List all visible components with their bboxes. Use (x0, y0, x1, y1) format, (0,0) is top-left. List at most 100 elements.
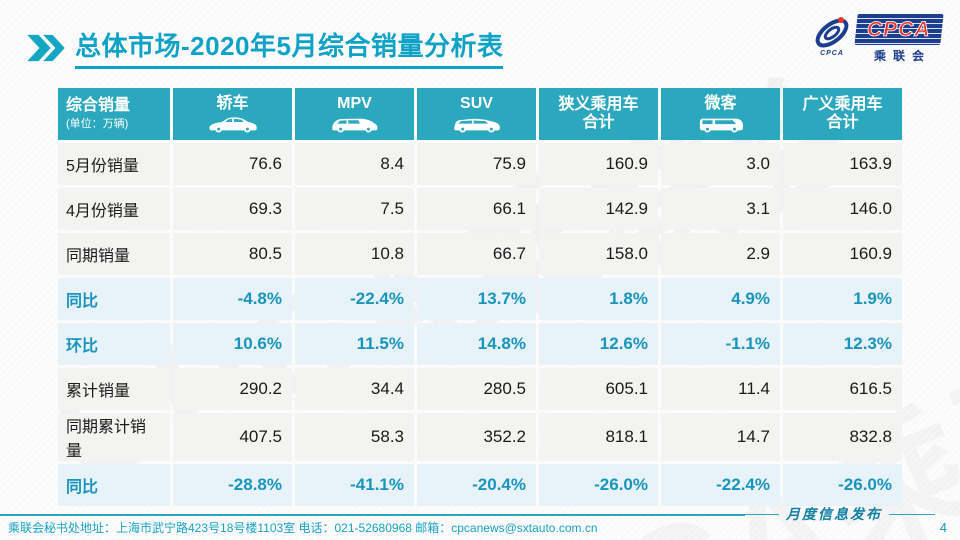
row-label: 累计销量 (58, 368, 170, 410)
table-row: 同比 -28.8% -41.1% -20.4% -26.0% -22.4% -2… (58, 464, 902, 506)
table-cell: 163.9 (783, 143, 902, 185)
table-cell: 160.9 (783, 233, 902, 275)
table-cell: 3.0 (661, 143, 780, 185)
logo-abbr: CPCA (867, 17, 931, 41)
row-label: 同比 (58, 278, 170, 320)
table-cell: 1.8% (539, 278, 658, 320)
column-sublabel: 合计 (826, 114, 859, 131)
table-cell: 14.7 (661, 413, 780, 461)
table-cell: 352.2 (417, 413, 536, 461)
corner-header: 综合销量 (单位：万辆) (58, 88, 170, 140)
table-cell: -20.4% (417, 464, 536, 506)
column-header-microvan: 微客 (661, 88, 780, 140)
row-label: 5月份销量 (58, 143, 170, 185)
mpv-icon (331, 118, 377, 133)
row-label: 同期销量 (58, 233, 170, 275)
row-label: 同期累计销量 (58, 413, 170, 461)
column-header-sedan: 轿车 (173, 88, 292, 140)
column-header-suv: SUV (417, 88, 536, 140)
table-cell: 290.2 (173, 368, 292, 410)
cpca-logo: CPCA CPCA 乘联会 (811, 14, 944, 64)
table-cell: 13.7% (417, 278, 536, 320)
double-chevron-icon (27, 34, 65, 61)
release-dash (889, 513, 935, 515)
column-label: 微客 (704, 95, 737, 113)
table-row: 累计销量 290.2 34.4 280.5 605.1 11.4 616.5 (58, 368, 902, 410)
table-cell: 407.5 (173, 413, 292, 461)
table-cell: 12.6% (539, 323, 658, 365)
corner-unit: (单位：万辆) (66, 117, 129, 130)
page-number: 4 (939, 520, 947, 535)
table-cell: 2.9 (661, 233, 780, 275)
table-cell: 832.8 (783, 413, 902, 461)
footer-address: 乘联会秘书处地址：上海市武宁路423号18号楼1103室 电话：021-5268… (8, 521, 598, 535)
release-banner: 月度信息发布 (745, 505, 935, 523)
table-cell: 12.3% (783, 323, 902, 365)
table-cell: 58.3 (295, 413, 414, 461)
column-header-pv-broad: 广义乘用车 合计 (783, 88, 902, 140)
table-cell: -41.1% (295, 464, 414, 506)
table-cell: -22.4% (661, 464, 780, 506)
suv-icon (453, 118, 500, 133)
table-cell: 66.7 (417, 233, 536, 275)
table-row: 同比 -4.8% -22.4% 13.7% 1.8% 4.9% 1.9% (58, 278, 902, 320)
table-cell: 14.8% (417, 323, 536, 365)
row-label: 4月份销量 (58, 188, 170, 230)
table-cell: 10.8 (295, 233, 414, 275)
title-bar: 总体市场-2020年5月综合销量分析表 (26, 26, 504, 69)
table-cell: -1.1% (661, 323, 780, 365)
table-cell: 146.0 (783, 188, 902, 230)
table-cell: 10.6% (173, 323, 292, 365)
footer-rule (0, 514, 745, 516)
table-cell: -28.8% (173, 464, 292, 506)
sedan-icon (208, 117, 257, 133)
table-cell: 11.5% (295, 323, 414, 365)
table-cell: 1.9% (783, 278, 902, 320)
table-row: 5月份销量 76.6 8.4 75.9 160.9 3.0 163.9 (58, 143, 902, 185)
table-cell: 158.0 (539, 233, 658, 275)
table-cell: 66.1 (417, 188, 536, 230)
table-cell: 4.9% (661, 278, 780, 320)
logo-box: CPCA (854, 14, 944, 45)
corner-title: 综合销量 (66, 97, 131, 115)
table-cell: 160.9 (539, 143, 658, 185)
page-title: 总体市场-2020年5月综合销量分析表 (75, 26, 504, 69)
column-header-mpv: MPV (295, 88, 414, 140)
table-cell: -22.4% (295, 278, 414, 320)
table-cell: 69.3 (173, 188, 292, 230)
column-label: 狭义乘用车 (558, 95, 639, 113)
table-cell: 3.1 (661, 188, 780, 230)
table-cell: 80.5 (173, 233, 292, 275)
logo-swirl: CPCA (811, 14, 853, 57)
sales-table: 综合销量 (单位：万辆) 轿车 MPV (55, 85, 905, 509)
column-sublabel: 合计 (582, 114, 615, 131)
table-cell: 11.4 (661, 368, 780, 410)
table-header-row: 综合销量 (单位：万辆) 轿车 MPV (58, 88, 902, 140)
table-cell: 7.5 (295, 188, 414, 230)
swirl-icon (815, 17, 849, 48)
table-cell: 280.5 (417, 368, 536, 410)
column-label: SUV (460, 95, 493, 113)
column-label: 轿车 (216, 95, 249, 113)
table-cell: 818.1 (539, 413, 658, 461)
logo-caption: 乘联会 (873, 49, 931, 63)
table-cell: 34.4 (295, 368, 414, 410)
table-row: 同期累计销量 407.5 58.3 352.2 818.1 14.7 832.8 (58, 413, 902, 461)
column-label: MPV (337, 95, 372, 113)
table-cell: -26.0% (539, 464, 658, 506)
table-cell: 75.9 (417, 143, 536, 185)
table-cell: 605.1 (539, 368, 658, 410)
table-row: 环比 10.6% 11.5% 14.8% 12.6% -1.1% 12.3% (58, 323, 902, 365)
column-label: 广义乘用车 (802, 95, 883, 113)
release-dash (745, 513, 779, 515)
table-cell: -26.0% (783, 464, 902, 506)
logo-abbr-small: CPCA (820, 50, 844, 57)
column-header-pv-narrow: 狭义乘用车 合计 (539, 88, 658, 140)
release-label: 月度信息发布 (786, 507, 882, 523)
table-row: 同期销量 80.5 10.8 66.7 158.0 2.9 160.9 (58, 233, 902, 275)
microvan-icon (699, 118, 743, 133)
table-cell: 76.6 (173, 143, 292, 185)
table-cell: 8.4 (295, 143, 414, 185)
table-cell: 142.9 (539, 188, 658, 230)
